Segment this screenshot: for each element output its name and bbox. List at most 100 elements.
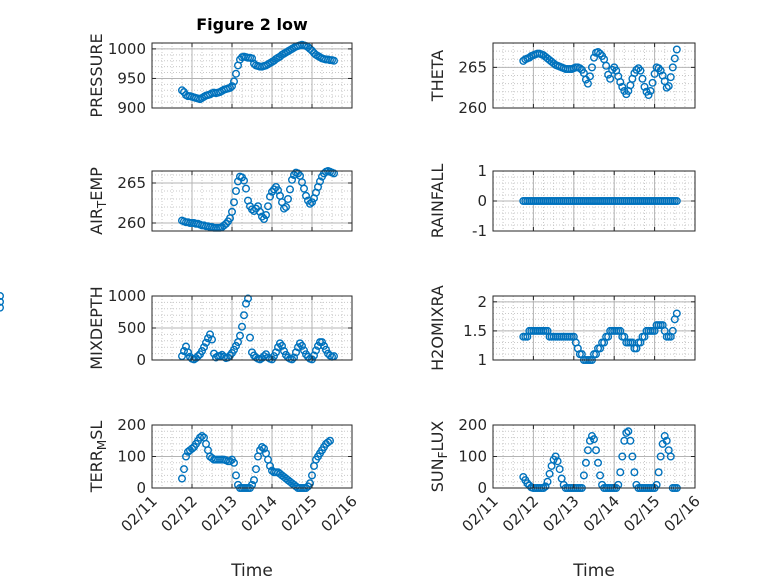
data-point <box>280 204 289 213</box>
data-point <box>585 436 594 445</box>
data-point <box>258 443 267 452</box>
x-tick-label: 02/16 <box>661 492 704 535</box>
data-point <box>644 90 653 99</box>
data-point <box>225 457 234 466</box>
data-point <box>668 326 677 335</box>
x-tick-label: 02/11 <box>459 492 502 535</box>
data-point <box>251 465 260 474</box>
data-point <box>231 186 240 195</box>
data-point <box>241 184 250 193</box>
data-point <box>227 82 236 91</box>
data-point <box>549 59 558 68</box>
data-point <box>179 347 188 356</box>
data-point <box>241 299 250 308</box>
data-point <box>306 479 315 488</box>
data-point <box>223 353 232 362</box>
data-point <box>648 78 657 87</box>
y-tick-label: 1.5 <box>463 322 487 340</box>
data-point <box>330 56 339 65</box>
data-point <box>581 458 590 467</box>
data-point <box>183 348 192 357</box>
data-point <box>583 446 592 455</box>
data-point <box>636 66 645 75</box>
data-point <box>594 47 603 56</box>
y-tick-label: 100 <box>458 448 487 466</box>
data-point <box>205 330 214 339</box>
data-point <box>201 338 210 347</box>
x-tick-label: 02/11 <box>118 492 161 535</box>
data-point <box>237 322 246 331</box>
data-point <box>579 471 588 480</box>
data-point <box>264 202 273 211</box>
y-axis-label: H2OMIXRA <box>428 285 447 371</box>
y-tick-label: 0 <box>136 479 146 497</box>
data-point <box>278 341 287 350</box>
data-point <box>624 427 633 436</box>
data-point <box>306 44 315 53</box>
data-point <box>316 177 325 186</box>
data-point <box>243 294 252 303</box>
y-axis-label: PRESSURE <box>87 33 106 117</box>
data-point <box>656 452 665 461</box>
data-point <box>298 341 307 350</box>
x-axis-label-right: Time <box>572 561 615 581</box>
data-point <box>326 436 335 445</box>
data-point <box>203 334 212 343</box>
data-point <box>288 355 297 364</box>
data-point <box>583 79 592 88</box>
y-axis-label: AIRTEMP <box>87 167 109 235</box>
data-point <box>193 352 202 361</box>
data-point <box>270 352 279 361</box>
y-tick-label: 0 <box>477 479 487 497</box>
data-point <box>628 452 637 461</box>
x-tick-label: 02/14 <box>238 492 281 535</box>
subplot-rainfall: -1 0 1 RAINFALL <box>428 162 696 240</box>
data-point <box>187 444 196 453</box>
y-axis-label: THETA <box>428 50 447 102</box>
data-point <box>266 461 275 470</box>
data-point <box>249 476 258 485</box>
data-point <box>668 63 677 72</box>
y-tick-label: 900 <box>117 99 146 117</box>
data-point <box>654 468 663 477</box>
data-point <box>318 338 327 347</box>
data-point <box>256 207 265 216</box>
subplot-h2omixra: 1 1.5 2 H2OMIXRA <box>0 285 696 371</box>
data-point <box>290 353 299 362</box>
data-point <box>618 82 627 91</box>
data-point <box>306 199 315 208</box>
data-point <box>585 72 594 81</box>
figure-title: Figure 2 low <box>196 15 308 34</box>
data-point <box>330 169 339 178</box>
data-point <box>545 469 554 478</box>
y-tick-label: 260 <box>117 214 146 232</box>
data-point <box>312 346 321 355</box>
axes-frame <box>151 42 353 109</box>
data-point <box>280 347 289 356</box>
data-point <box>249 59 258 68</box>
data-point <box>662 436 671 445</box>
data-point <box>541 482 550 491</box>
data-point <box>330 352 339 361</box>
data-point <box>630 468 639 477</box>
data-point <box>606 74 615 83</box>
data-point <box>519 56 528 65</box>
data-point <box>286 185 295 194</box>
data-point <box>616 468 625 477</box>
x-tick-label: 02/15 <box>620 492 663 535</box>
data-point <box>266 192 275 201</box>
data-point <box>640 82 649 91</box>
data-point <box>197 432 206 441</box>
data-point <box>231 471 240 480</box>
data-point <box>592 446 601 455</box>
y-tick-label: 200 <box>117 416 146 434</box>
data-point <box>555 465 564 474</box>
data-point <box>0 297 4 306</box>
data-point <box>310 351 319 360</box>
data-point <box>181 452 190 461</box>
data-point <box>300 346 309 355</box>
data-point <box>638 74 647 83</box>
data-point <box>229 77 238 86</box>
